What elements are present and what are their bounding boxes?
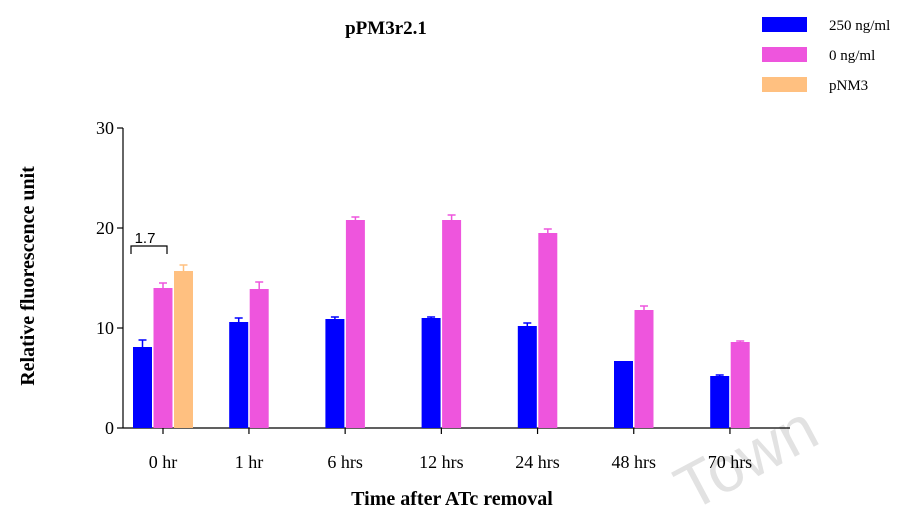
- x-tick-label: 6 hrs: [327, 452, 363, 472]
- bar: [614, 361, 633, 428]
- legend-swatch: [762, 77, 807, 92]
- legend-label: 0 ng/ml: [829, 48, 875, 64]
- bar: [153, 288, 173, 428]
- legend-swatch: [762, 17, 807, 32]
- x-tick-label: 1 hr: [235, 452, 264, 472]
- bar: [325, 319, 345, 428]
- significance-bracket: [130, 245, 168, 254]
- bar: [517, 326, 537, 428]
- x-tick-label: 12 hrs: [419, 452, 464, 472]
- y-tick-label: 20: [96, 218, 114, 238]
- x-tick-label: 0 hr: [149, 452, 178, 472]
- legend-swatch: [762, 47, 807, 62]
- bar: [538, 233, 558, 428]
- x-tick-label: 48 hrs: [612, 452, 657, 472]
- bar: [634, 310, 654, 428]
- bar: [174, 271, 193, 428]
- bar: [421, 318, 441, 428]
- bar: [710, 376, 730, 428]
- y-tick-label: 30: [96, 118, 114, 138]
- y-tick-label: 10: [96, 318, 114, 338]
- legend-label: pNM3: [829, 78, 868, 94]
- annotation-label: 1.7: [135, 230, 156, 247]
- x-tick-label: 24 hrs: [515, 452, 560, 472]
- y-tick-label: 0: [105, 418, 114, 438]
- bar: [249, 289, 269, 428]
- x-tick-label: 70 hrs: [708, 452, 753, 472]
- y-axis-title: Relative fluorescence unit: [17, 166, 39, 386]
- bar: [730, 342, 750, 428]
- chart-title: pPM3r2.1: [345, 18, 427, 39]
- legend-label: 250 ng/ml: [829, 18, 890, 34]
- bar: [229, 322, 249, 428]
- x-axis-title: Time after ATc removal: [351, 488, 553, 510]
- bar: [442, 220, 462, 428]
- bar: [133, 347, 152, 428]
- bar: [345, 220, 365, 428]
